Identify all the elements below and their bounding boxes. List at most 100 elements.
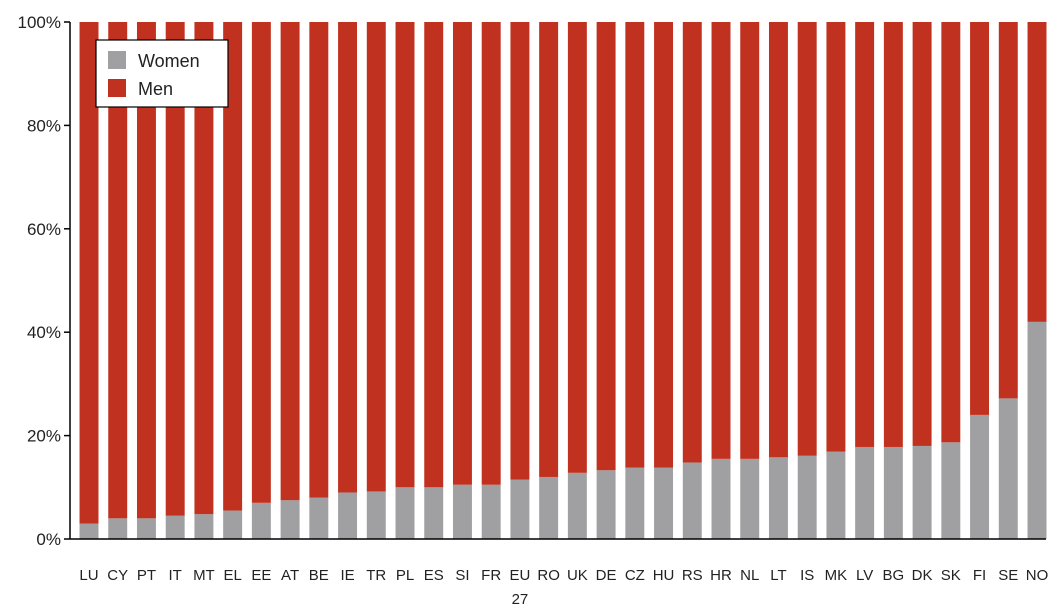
bar-women-mk <box>826 451 846 539</box>
bar-men-it <box>165 22 185 516</box>
bar-men-nl <box>740 22 760 459</box>
x-tick-label: HR <box>710 567 732 584</box>
bar-men-fi <box>970 22 990 415</box>
bar-women-lv <box>855 446 875 539</box>
y-tick-label: 20% <box>27 427 61 446</box>
bar-women-ie <box>338 492 358 539</box>
bar-women-uk <box>567 472 587 539</box>
bar-women-no <box>1027 321 1047 539</box>
bar-men-cz <box>625 22 645 468</box>
bar-women-hr <box>711 458 731 539</box>
x-tick-label: NL <box>740 567 759 584</box>
bar-men-no <box>1027 22 1047 322</box>
x-tick-label: BE <box>309 567 329 584</box>
bar-men-dk <box>912 22 932 446</box>
bar-women-si <box>452 484 472 539</box>
bar-men-se <box>998 22 1018 399</box>
x-tick-label: SK <box>941 567 961 584</box>
x-tick-label: BG <box>883 567 905 584</box>
bar-women-it <box>165 515 185 539</box>
x-tick-label: LT <box>770 567 786 584</box>
x-tick-label: RS <box>682 567 703 584</box>
x-tick-labels: LU CY PT IT MT EL EE AT BE IE TR PL ES SI FR EU 27 RO UK DE… <box>79 567 1048 608</box>
axis-layer <box>64 21 1046 540</box>
bar-women-at <box>280 500 300 539</box>
x-tick-label: CY <box>107 567 128 584</box>
bar-women-lu <box>79 523 99 539</box>
x-tick-label: LV <box>856 567 873 584</box>
x-tick-label: PT <box>137 567 156 584</box>
x-tick-label: IE <box>340 567 354 584</box>
y-tick-label: 60% <box>27 220 61 239</box>
x-tick-label: HU <box>653 567 675 584</box>
bar-women-eu-27 <box>510 479 530 539</box>
bar-women-pt <box>136 518 156 539</box>
bar-women-lt <box>768 457 788 539</box>
bar-men-eu-27 <box>510 22 530 480</box>
x-tick-label: MT <box>193 567 215 584</box>
x-tick-label: DK <box>912 567 933 584</box>
y-tick-label: 80% <box>27 116 61 135</box>
x-tick-label: NO <box>1026 567 1048 584</box>
bar-women-dk <box>912 445 932 539</box>
bar-men-mk <box>826 22 846 452</box>
x-tick-label: RO <box>537 567 560 584</box>
bar-men-de <box>596 22 616 471</box>
bar-men-fr <box>481 22 501 485</box>
bar-women-rs <box>682 462 702 539</box>
bar-women-be <box>309 497 329 539</box>
y-tick-label: 40% <box>27 323 61 342</box>
x-tick-label: LU <box>79 567 98 584</box>
bar-men-pt <box>136 22 156 519</box>
bar-men-mt <box>194 22 214 515</box>
x-tick-label: CZ <box>625 567 645 584</box>
bar-men-rs <box>682 22 702 463</box>
bar-men-si <box>452 22 472 485</box>
y-tick-label: 100% <box>18 13 61 32</box>
bar-women-fi <box>970 414 990 539</box>
x-tick-label: DE <box>596 567 617 584</box>
x-tick-label: IS <box>800 567 814 584</box>
x-tick-label: MK <box>825 567 848 584</box>
bar-men-at <box>280 22 300 501</box>
bar-women-sk <box>941 442 961 539</box>
bar-women-cz <box>625 467 645 539</box>
bar-men-lu <box>79 22 99 524</box>
bar-men-es <box>424 22 444 488</box>
legend-label-women: Women <box>138 51 200 71</box>
legend-label-men: Men <box>138 79 173 99</box>
bar-men-hr <box>711 22 731 459</box>
bar-men-el <box>223 22 243 511</box>
y-tick-labels: 0% 20% 40% 60% 80% 100% <box>18 13 61 549</box>
x-tick-label: UK <box>567 567 588 584</box>
x-tick-label: FI <box>973 567 986 584</box>
bar-men-be <box>309 22 329 498</box>
bar-women-hu <box>654 467 674 539</box>
bar-men-ee <box>251 22 271 503</box>
bar-men-is <box>797 22 817 456</box>
x-tick-label: PL <box>396 567 414 584</box>
y-tick-label: 0% <box>36 530 61 549</box>
x-tick-label: ES <box>424 567 444 584</box>
bar-men-uk <box>567 22 587 473</box>
x-tick-label: EL <box>223 567 241 584</box>
bar-women-nl <box>740 458 760 539</box>
legend-swatch-men <box>108 79 126 97</box>
x-tick-label: SE <box>998 567 1018 584</box>
bar-women-bg <box>883 446 903 539</box>
bar-women-pl <box>395 487 415 539</box>
bar-women-de <box>596 470 616 539</box>
x-tick-label: IT <box>169 567 182 584</box>
bar-men-sk <box>941 22 961 443</box>
bar-men-tr <box>366 22 386 492</box>
bar-women-mt <box>194 514 214 539</box>
bar-women-ee <box>251 502 271 539</box>
x-tick-label: EU 27 <box>509 567 530 608</box>
x-tick-label: AT <box>281 567 299 584</box>
x-tick-label: EE <box>251 567 271 584</box>
bar-women-is <box>797 455 817 539</box>
bar-men-bg <box>883 22 903 447</box>
bar-women-es <box>424 487 444 539</box>
bar-men-lv <box>855 22 875 447</box>
